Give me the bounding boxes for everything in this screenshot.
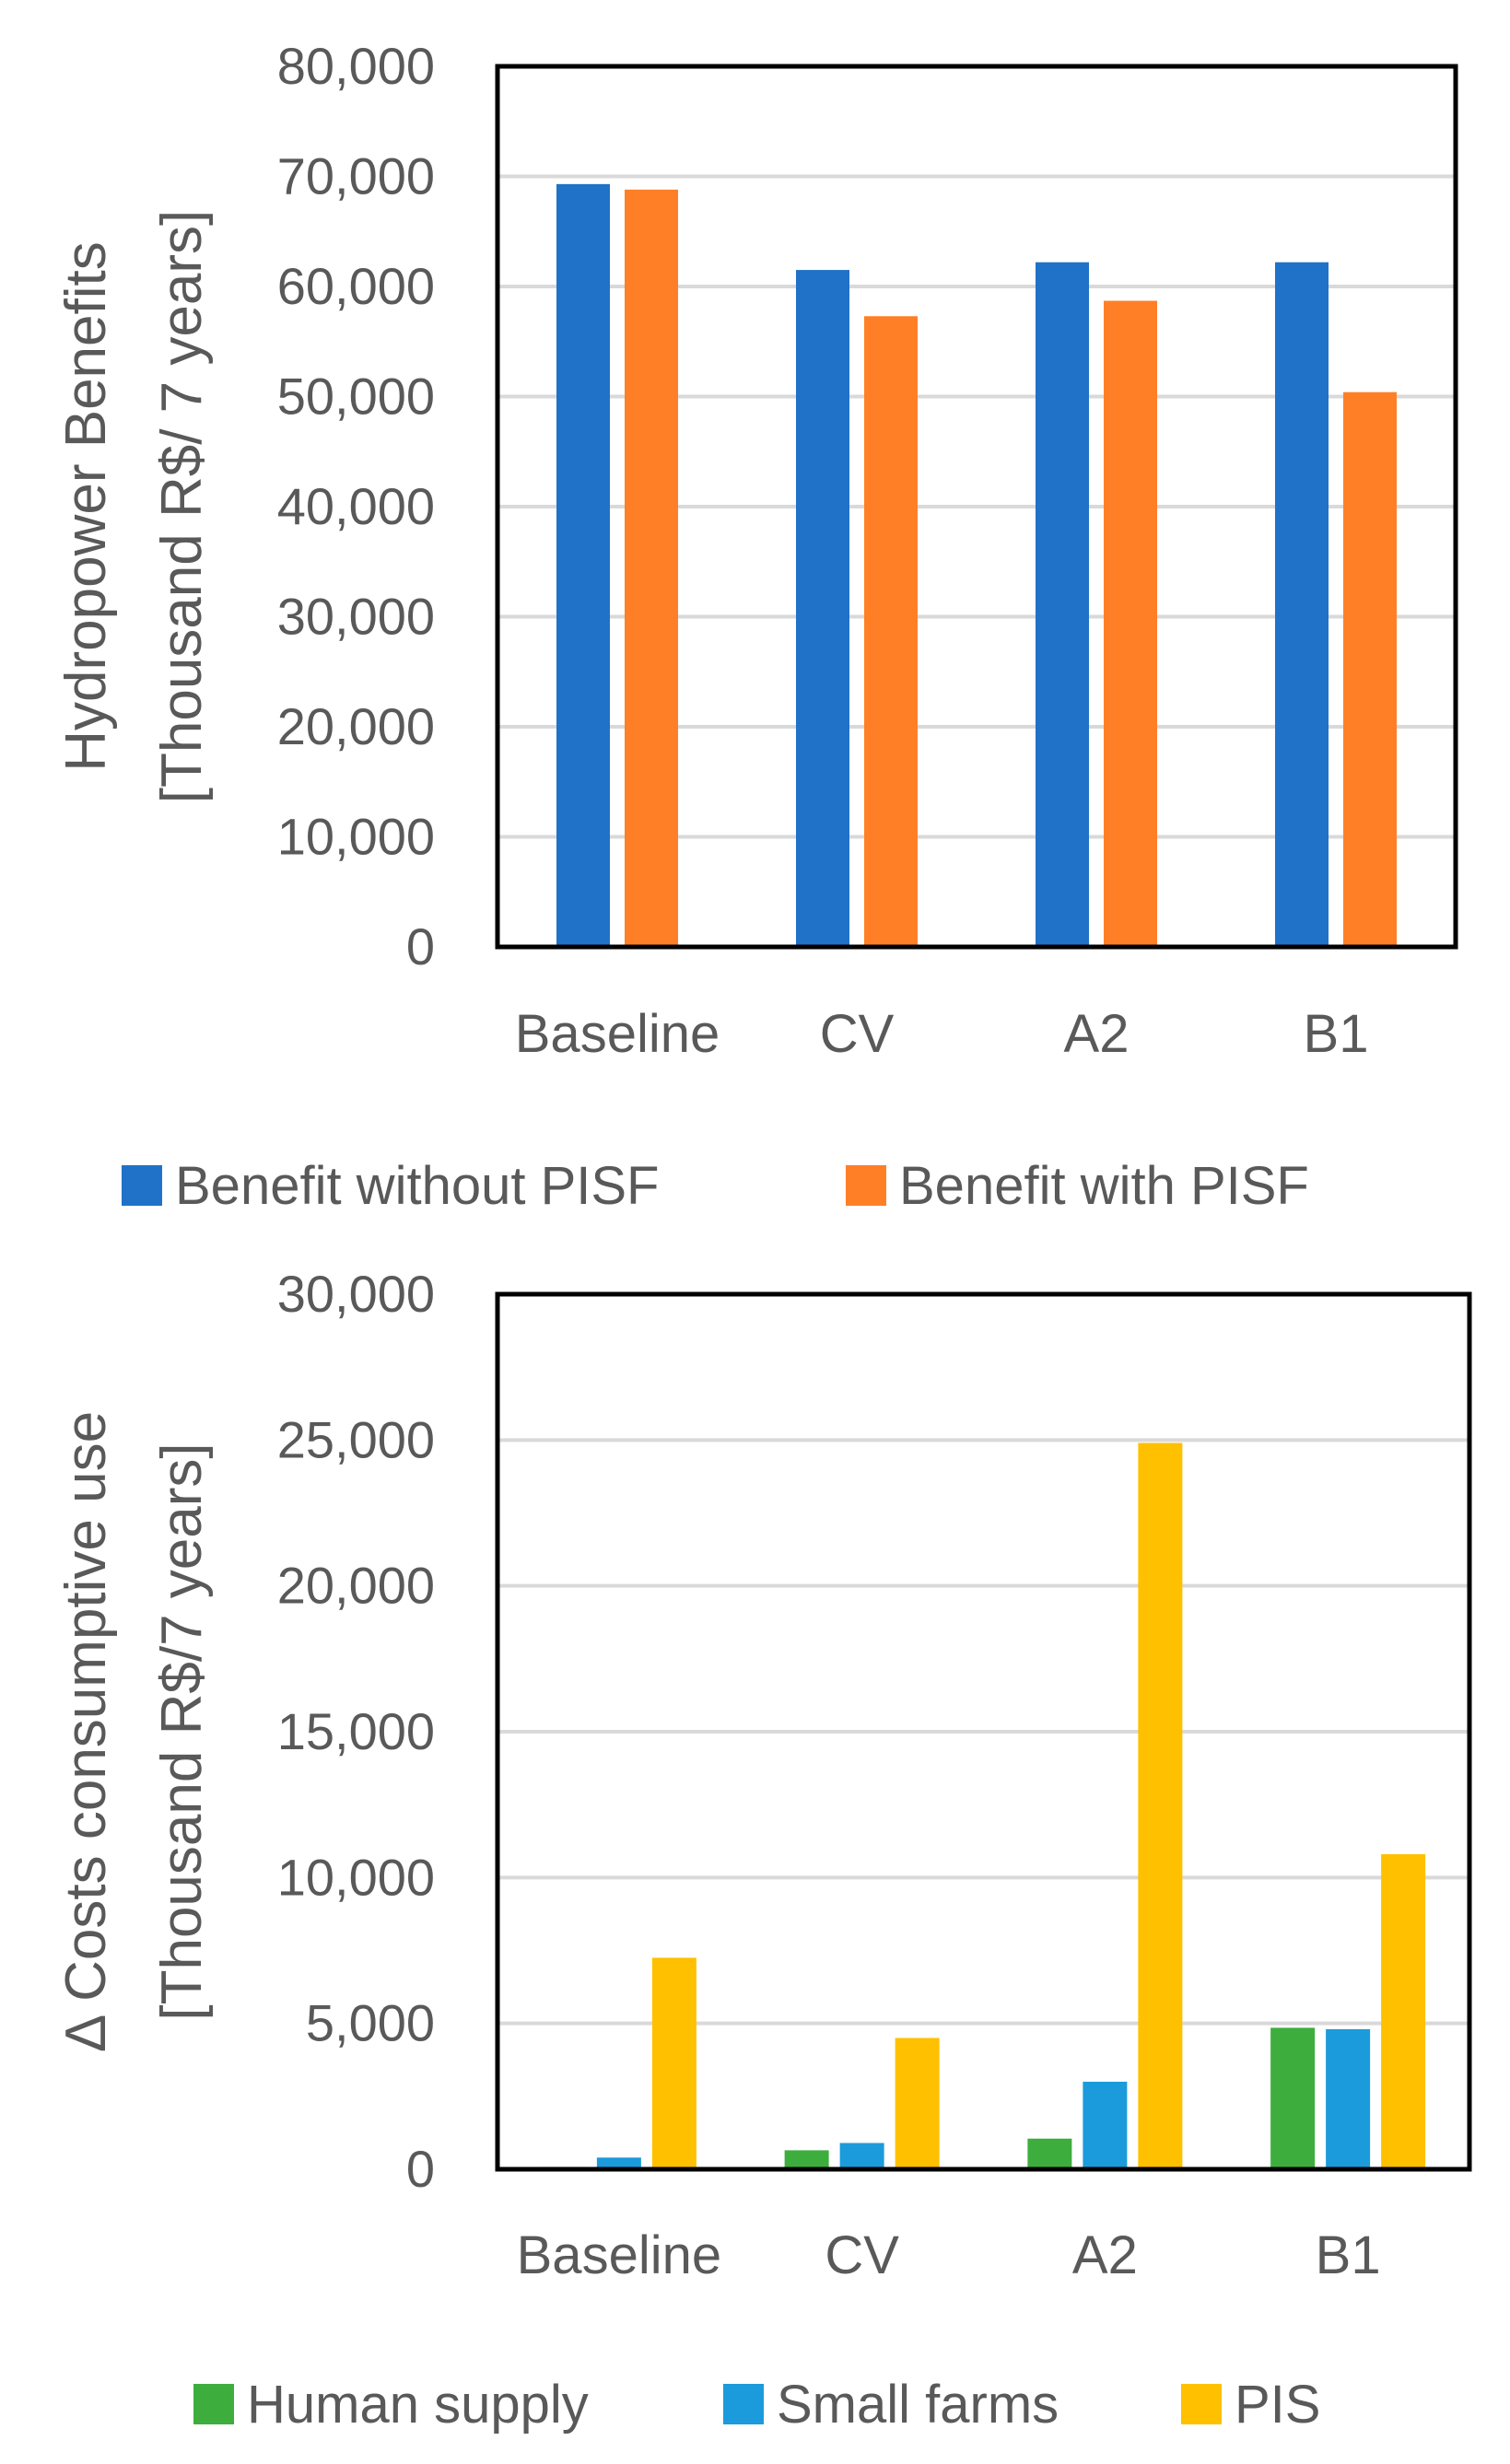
y-tick-label: 30,000: [277, 588, 435, 646]
bar-human-supply-cv: [784, 2150, 829, 2169]
plot-frame: [495, 64, 1458, 950]
x-category-label: Baseline: [517, 2225, 721, 2285]
bar-pis-baseline: [651, 1957, 696, 2169]
y-tick-label: 10,000: [277, 808, 435, 866]
legend: Human supply Small farms PIS: [193, 2375, 1321, 2435]
bar-small-farms-b1: [1326, 2029, 1371, 2169]
x-category-label: B1: [1316, 2225, 1381, 2285]
bar-pis-b1: [1381, 1854, 1426, 2169]
bar-benefit-without-pisf-baseline: [556, 183, 610, 948]
legend-label: PIS: [1235, 2375, 1321, 2435]
bar-benefit-with-pisf-baseline: [625, 189, 678, 948]
y-axis-title-line2: [Thousand R$/ 7 years]: [150, 210, 214, 803]
bar-benefit-with-pisf-a2: [1104, 300, 1157, 947]
legend-label: Benefit with PISF: [899, 1156, 1309, 1216]
bar-pis-cv: [895, 2038, 940, 2169]
legend-label: Human supply: [247, 2375, 589, 2435]
bar-small-farms-baseline: [596, 2157, 641, 2169]
bar-benefit-with-pisf-cv: [864, 316, 918, 947]
y-tick-label: 60,000: [277, 257, 435, 315]
x-category-label: CV: [820, 1004, 895, 1064]
y-tick-label: 0: [406, 2140, 435, 2198]
hydropower-benefits-chart: 0 10,000 20,000 30,000 40,000 50,000 60,000 70,…: [54, 37, 1458, 1216]
y-tick-label: 30,000: [277, 1265, 435, 1323]
y-tick-label: 0: [406, 917, 435, 975]
y-tick-label: 5,000: [306, 1994, 435, 2052]
bar-benefit-without-pisf-a2: [1036, 262, 1089, 948]
legend-swatch: [846, 1165, 886, 1206]
y-axis-title: Hydropower Benefits [Thousand R$/ 7 years…: [54, 210, 214, 803]
legend-swatch: [1181, 2384, 1222, 2424]
bar-benefit-without-pisf-b1: [1275, 262, 1329, 948]
plot-frame: [495, 1291, 1472, 2172]
y-axis-title-line2: [Thousand R$/7 years]: [150, 1442, 214, 2020]
y-tick-label: 40,000: [277, 477, 435, 535]
legend: Benefit without PISF Benefit with PISF: [122, 1156, 1309, 1216]
bar-small-farms-a2: [1083, 2082, 1128, 2169]
x-category-label: A2: [1064, 1004, 1130, 1064]
legend-swatch: [723, 2384, 764, 2424]
bar-benefit-without-pisf-cv: [796, 270, 849, 947]
legend-swatch: [122, 1165, 162, 1206]
bar-human-supply-a2: [1027, 2138, 1072, 2169]
x-category-label: CV: [825, 2225, 899, 2285]
legend-label: Small farms: [777, 2375, 1059, 2435]
y-tick-label: 25,000: [277, 1410, 435, 1468]
legend-label: Benefit without PISF: [175, 1156, 659, 1216]
y-tick-label: 70,000: [277, 147, 435, 205]
y-axis-title: Δ Costs consumptive use [Thousand R$/7 ye…: [54, 1411, 214, 2052]
bar-small-farms-cv: [839, 2143, 884, 2169]
x-category-label: Baseline: [515, 1004, 720, 1064]
x-category-label: A2: [1072, 2225, 1138, 2285]
bar-benefit-with-pisf-b1: [1343, 391, 1397, 948]
y-tick-label: 15,000: [277, 1702, 435, 1760]
legend-swatch: [193, 2384, 234, 2424]
y-tick-label: 80,000: [277, 37, 435, 95]
bar-pis-a2: [1138, 1442, 1183, 2169]
y-tick-label: 20,000: [277, 1557, 435, 1615]
y-axis-title-line1: Δ Costs consumptive use: [54, 1411, 118, 2052]
y-axis-title-line1: Hydropower Benefits: [54, 241, 118, 772]
consumptive-use-costs-chart: 0 5,000 10,000 15,000 20,000 25,000 30,000 Base…: [54, 1265, 1472, 2435]
bar-human-supply-b1: [1270, 2027, 1316, 2169]
y-tick-label: 20,000: [277, 697, 435, 755]
y-tick-label: 50,000: [277, 368, 435, 426]
x-category-label: B1: [1304, 1004, 1369, 1064]
y-tick-label: 10,000: [277, 1848, 435, 1906]
